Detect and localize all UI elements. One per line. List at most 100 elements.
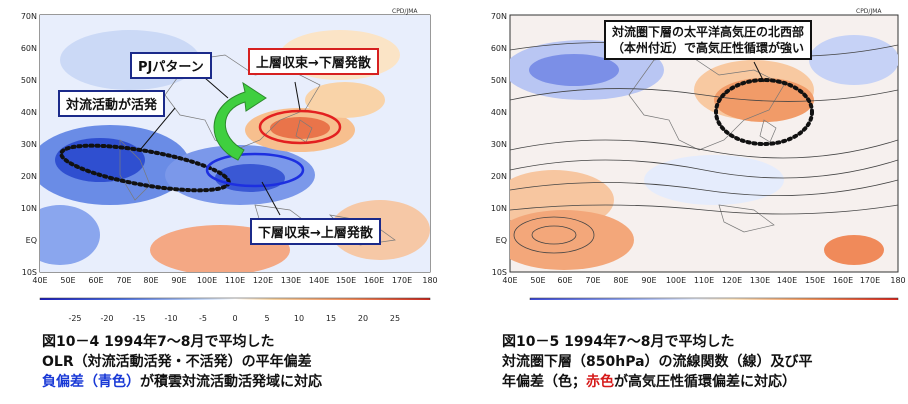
lat-label: 70N — [491, 12, 507, 21]
lon-label: 100E — [666, 276, 686, 285]
colorbar-label: -10 — [164, 314, 177, 323]
colorbar-label: -20 — [100, 314, 113, 323]
right-lon-labels: 40E 50E 60E 70E 80E 90E 100E 110E 120E 1… — [502, 276, 905, 285]
left-caption-line: 図10－4 1994年7～8月で平均した — [42, 334, 275, 350]
negative-deviation-label: 負偏差（青色） — [42, 374, 140, 390]
lat-label: 30N — [491, 140, 507, 149]
convection-active-label: 対流活動が活発 — [58, 90, 166, 117]
lat-label: 40N — [491, 108, 507, 117]
lon-label: 40E — [32, 276, 47, 285]
lon-label: 70E — [585, 276, 600, 285]
lon-label: 160E — [833, 276, 853, 285]
anticyclone-dotted-ellipse — [714, 78, 814, 146]
colorbar-label: 25 — [390, 314, 400, 323]
lat-label: 10N — [491, 204, 507, 213]
lon-label: 80E — [613, 276, 628, 285]
lat-label: 70N — [21, 12, 37, 21]
lat-label: EQ — [496, 236, 507, 245]
colorbar-label: -5 — [199, 314, 207, 323]
lon-label: 110E — [225, 276, 245, 285]
red-color-label: 赤色 — [586, 374, 614, 390]
colorbar-label: 20 — [358, 314, 368, 323]
lon-label: 170E — [392, 276, 412, 285]
lon-label: 110E — [694, 276, 714, 285]
lat-label: 10S — [492, 268, 507, 277]
annotation-line: 対流圏下層の太平洋高気圧の北西部 — [612, 25, 805, 39]
right-caption-line: 図10－5 1994年7～8月で平均した — [502, 334, 735, 350]
left-lat-labels: 70N 60N 50N 40N 30N 20N 10N EQ 10S — [21, 12, 37, 277]
lat-label: 40N — [21, 108, 37, 117]
lon-label: 180 — [890, 276, 905, 285]
lon-label: 90E — [171, 276, 186, 285]
lon-label: 120E — [253, 276, 273, 285]
lat-label: EQ — [26, 236, 37, 245]
upper-pointer-line — [294, 81, 301, 111]
right-colorbar — [529, 297, 899, 300]
upper-convergence-ellipse — [258, 109, 342, 145]
lon-label: 60E — [557, 276, 572, 285]
lat-label: 50N — [491, 76, 507, 85]
lon-label: 170E — [860, 276, 880, 285]
annotation-pointer-line — [753, 61, 765, 83]
lat-label: 50N — [21, 76, 37, 85]
left-lon-labels: 40E 50E 60E 70E 80E 90E 100E 110E 120E 1… — [32, 276, 437, 285]
lon-label: 50E — [60, 276, 75, 285]
colorbar-label: 10 — [294, 314, 304, 323]
anticyclone-annotation: 対流圏下層の太平洋高気圧の北西部 （本州付近）で高気圧性循環が強い — [604, 20, 813, 60]
lower-pointer-line — [261, 181, 281, 216]
lon-label: 160E — [364, 276, 384, 285]
upper-convergence-label: 上層収束→下層発散 — [248, 48, 379, 75]
lon-label: 90E — [641, 276, 656, 285]
lon-label: 40E — [502, 276, 517, 285]
right-caption-line: 対流圏下層（850hPa）の流線関数（線）及び平 — [502, 354, 813, 370]
colorbar-label: -25 — [68, 314, 81, 323]
lat-label: 20N — [21, 172, 37, 181]
right-lat-labels: 70N 60N 50N 40N 30N 20N 10N EQ 10S — [491, 12, 507, 277]
lon-label: 60E — [88, 276, 103, 285]
lon-label: 50E — [530, 276, 545, 285]
left-caption-line: 負偏差（青色）が積雲対流活動活発域に対応 — [42, 372, 322, 392]
right-figure-panel: CPD/JMA 70N 60N 50N 40N 30N 20N 10N EQ 1… — [454, 0, 908, 404]
right-caption-text: が高気圧性循環偏差に対応） — [614, 374, 796, 390]
left-caption: 図10－4 1994年7～8月で平均した OLR（対流活動活発・不活発）の平年偏… — [42, 332, 322, 392]
lon-label: 140E — [777, 276, 797, 285]
right-credit: CPD/JMA — [856, 8, 882, 15]
lat-label: 10S — [22, 268, 37, 277]
left-figure-panel: CPD/JMA 70N 60N 50N 40N 30N 20N 10N EQ 1… — [21, 8, 438, 392]
lat-label: 60N — [21, 44, 37, 53]
left-annotation-shapes — [59, 77, 342, 216]
lon-label: 180 — [422, 276, 437, 285]
lat-label: 30N — [21, 140, 37, 149]
lon-label: 100E — [197, 276, 217, 285]
olr-anomaly-map: CPD/JMA 70N 60N 50N 40N 30N 20N 10N EQ 1… — [21, 8, 438, 300]
colorbar-label: 5 — [264, 314, 269, 323]
annotation-line: （本州付近）で高気圧性循環が強い — [612, 41, 805, 55]
left-credit: CPD/JMA — [392, 8, 418, 15]
lon-label: 150E — [336, 276, 356, 285]
lon-label: 130E — [281, 276, 301, 285]
pj-arrow-icon — [213, 81, 267, 161]
streamfunction-shading — [510, 35, 898, 270]
lat-label: 20N — [491, 172, 507, 181]
left-colorbar — [39, 297, 431, 300]
lon-label: 130E — [750, 276, 770, 285]
lower-convergence-label: 下層収束→上層発散 — [250, 218, 381, 245]
colorbar-label: 15 — [326, 314, 336, 323]
lon-label: 140E — [309, 276, 329, 285]
lon-label: 120E — [722, 276, 742, 285]
lon-label: 80E — [143, 276, 158, 285]
convection-pointer-line — [139, 107, 176, 151]
pj-pattern-label: PJパターン — [130, 52, 212, 79]
pj-pointer-line — [204, 77, 229, 99]
colorbar-label: -15 — [132, 314, 145, 323]
lat-label: 10N — [21, 204, 37, 213]
lower-convergence-ellipse — [205, 152, 305, 188]
colorbar-label: 0 — [232, 314, 237, 323]
right-caption-text: 年偏差（色； — [502, 374, 586, 390]
lat-label: 60N — [491, 44, 507, 53]
right-caption: 図10－5 1994年7～8月で平均した 対流圏下層（850hPa）の流線関数（… — [502, 332, 813, 392]
right-caption-line: 年偏差（色；赤色が高気圧性循環偏差に対応） — [502, 372, 813, 392]
lon-label: 70E — [116, 276, 131, 285]
left-caption-text: が積雲対流活動活発域に対応 — [140, 374, 322, 390]
lon-label: 150E — [805, 276, 825, 285]
